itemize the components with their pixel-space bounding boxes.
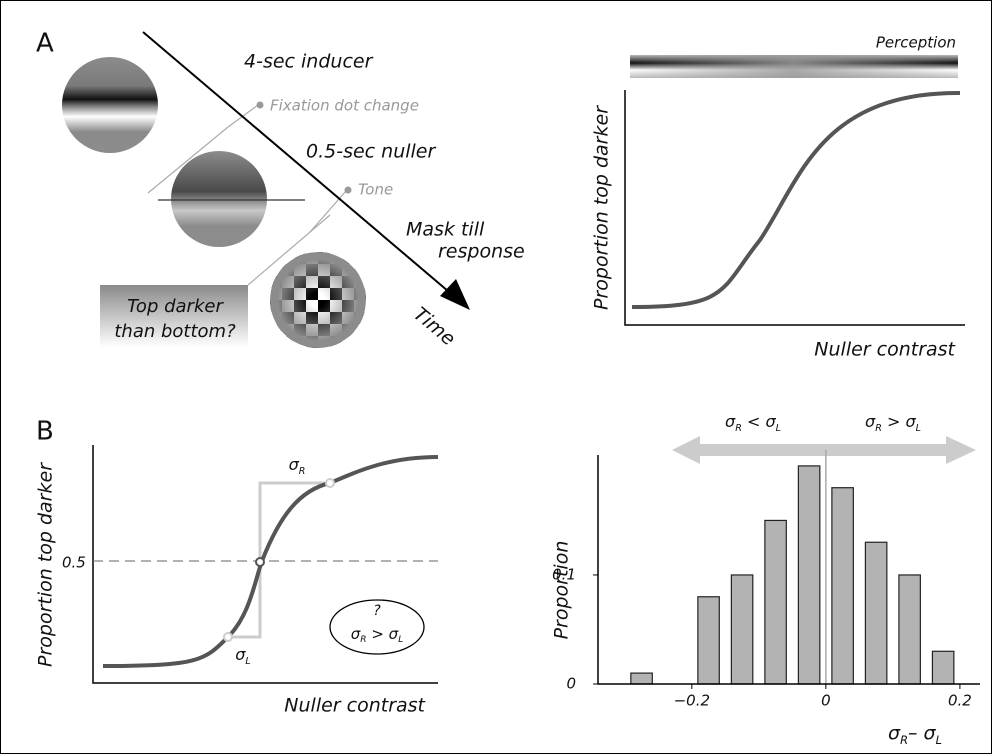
mask-label: Mask till xyxy=(406,219,485,241)
inducer-stimulus xyxy=(62,57,158,153)
symbol: > σ xyxy=(367,625,399,643)
bar xyxy=(630,672,653,685)
fixation-label: Fixation dot change xyxy=(270,97,419,115)
slope-point xyxy=(325,478,335,488)
perception-label: Perception xyxy=(876,34,956,52)
question-box xyxy=(100,285,248,347)
question-text: than bottom? xyxy=(114,321,236,342)
subscript: L xyxy=(398,635,403,645)
subscript: L xyxy=(776,423,781,434)
subscript: L xyxy=(936,733,942,747)
y-axis-label: Proportion top darker xyxy=(35,462,57,667)
math-label: σR > σL xyxy=(351,625,403,645)
subscript: R xyxy=(900,733,908,747)
mask-stimulus xyxy=(270,252,366,348)
y-axis-label: Proportion top darker xyxy=(591,105,613,310)
symbol: σ xyxy=(888,722,901,744)
bar xyxy=(931,650,955,685)
symbol: < σ xyxy=(742,412,777,431)
time-arrow xyxy=(142,31,456,298)
subscript: L xyxy=(245,656,250,667)
x-axis-label: Nuller contrast xyxy=(814,339,956,361)
subscript: L xyxy=(916,423,921,434)
axes xyxy=(624,90,965,326)
symbol: – σ xyxy=(908,722,937,744)
x-axis-label: Nuller contrast xyxy=(284,695,426,717)
comparison-arrow xyxy=(672,436,976,464)
symbol: σ xyxy=(725,412,736,431)
axes xyxy=(597,455,980,685)
mid-point xyxy=(255,557,265,567)
subscript: R xyxy=(360,635,366,645)
x-tick-label: 0.2 xyxy=(948,692,972,710)
time-arrowhead xyxy=(440,279,470,310)
panel-label: B xyxy=(36,417,54,447)
nuller-stimulus xyxy=(171,151,267,247)
axes xyxy=(92,445,438,684)
symbol: σ xyxy=(235,645,246,664)
y-tick-label: 0 xyxy=(566,675,576,693)
half-label: 0.5 xyxy=(62,554,86,572)
psychometric-curve xyxy=(631,90,961,309)
symbol: σ xyxy=(289,455,300,474)
question-mark: ? xyxy=(373,603,381,619)
panel-label: A xyxy=(36,29,54,59)
math-label: σL xyxy=(235,645,251,667)
question-ellipse xyxy=(329,599,425,655)
slope-point xyxy=(223,632,233,642)
y-axis-label: Proportion xyxy=(551,541,573,640)
subscript: R xyxy=(875,423,882,434)
math-label: σR < σL xyxy=(725,412,781,434)
math-label: σR– σL xyxy=(888,722,942,747)
nuller-label: 0.5-sec nuller xyxy=(306,141,436,163)
bar xyxy=(864,541,888,685)
mask-label: response xyxy=(438,241,525,263)
perception-strip-fade xyxy=(630,55,958,78)
y-tick-label: 0.1 xyxy=(552,565,576,583)
bar xyxy=(831,487,854,685)
symbol: σ xyxy=(865,412,876,431)
x-tick-label: −0.2 xyxy=(674,692,710,710)
subscript: R xyxy=(735,423,742,434)
math-label: σR xyxy=(289,455,306,477)
symbol: > σ xyxy=(882,412,917,431)
inducer-label: 4-sec inducer xyxy=(244,51,374,73)
bar xyxy=(764,519,787,685)
bar xyxy=(797,465,821,685)
bar xyxy=(730,574,754,685)
question-text: Top darker xyxy=(127,296,224,317)
bar xyxy=(898,574,921,685)
symbol: σ xyxy=(351,625,361,643)
connector-lines xyxy=(147,101,352,286)
time-label: Time xyxy=(409,303,459,350)
x-tick-label: 0 xyxy=(821,692,831,710)
subscript: R xyxy=(299,466,306,477)
math-label: σR > σL xyxy=(865,412,921,434)
tone-label: Tone xyxy=(358,181,393,199)
bar xyxy=(697,596,720,685)
